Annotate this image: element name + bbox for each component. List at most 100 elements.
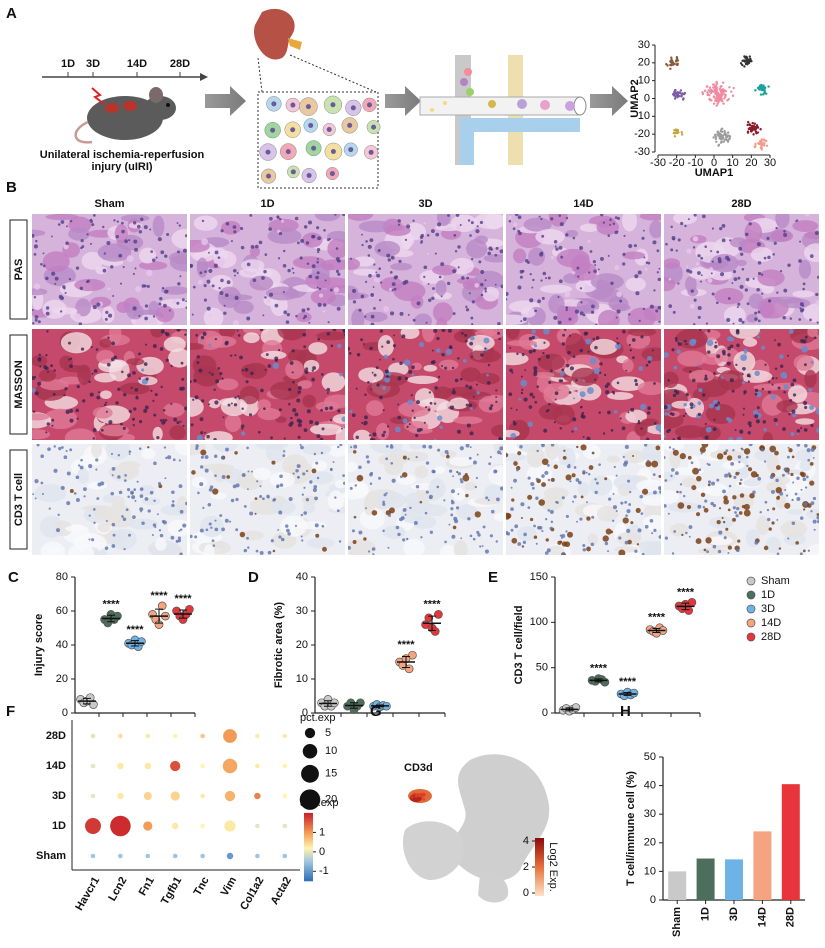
stain-spot — [158, 484, 163, 489]
nucleus — [158, 302, 162, 306]
nucleus — [690, 289, 694, 293]
nucleus — [198, 368, 203, 373]
umap-cell — [767, 85, 770, 88]
stain-spot — [602, 535, 609, 542]
y-tick-label: 0 — [650, 894, 656, 906]
error-bar — [131, 640, 139, 647]
nucleus — [647, 406, 652, 411]
nucleus — [610, 429, 614, 432]
x-tick-label: 1D — [700, 907, 712, 921]
nucleus — [288, 422, 293, 427]
tubule — [625, 277, 646, 292]
umap-cell — [723, 129, 726, 133]
stain-spot — [696, 363, 700, 367]
nucleus — [286, 528, 290, 533]
stain-spot — [638, 366, 644, 371]
nucleus — [184, 333, 187, 336]
expression-dot — [200, 823, 205, 829]
nucleus — [716, 354, 721, 359]
tubule — [275, 416, 287, 423]
nucleus — [728, 484, 732, 488]
umap-cell — [669, 67, 672, 71]
stain-spot — [802, 549, 806, 553]
nucleus — [633, 244, 637, 248]
nucleus — [286, 312, 291, 317]
histology-image — [506, 214, 661, 325]
nucleus — [381, 433, 385, 437]
tubule — [506, 329, 520, 340]
colorbar-step — [304, 816, 313, 820]
channel-end — [573, 96, 587, 116]
colorbar-step — [304, 834, 313, 838]
nucleus — [176, 222, 179, 224]
nucleus — [265, 149, 271, 155]
nucleus — [171, 490, 175, 495]
umap-cell — [715, 99, 719, 103]
stain-spot — [333, 287, 340, 293]
nucleus — [402, 538, 406, 542]
tubule — [271, 500, 296, 515]
nucleus — [326, 392, 329, 395]
nucleus — [278, 348, 281, 352]
nucleus — [264, 296, 267, 299]
nucleus — [349, 257, 353, 260]
tubule — [374, 240, 401, 258]
nucleus — [292, 271, 295, 274]
nucleus — [319, 437, 324, 440]
nucleus — [168, 309, 171, 312]
nucleus — [735, 506, 740, 511]
nucleus — [472, 395, 475, 398]
nucleus — [92, 437, 96, 440]
nucleus — [232, 484, 237, 489]
stain-spot — [744, 352, 747, 355]
nucleus — [279, 474, 283, 479]
tubule — [557, 445, 569, 466]
nucleus — [746, 464, 749, 468]
nucleus — [190, 380, 192, 383]
nucleus — [136, 480, 139, 483]
nucleus — [441, 352, 445, 357]
nucleus — [177, 539, 182, 543]
nucleus — [441, 365, 444, 368]
nucleus — [522, 540, 527, 544]
cell — [443, 101, 447, 105]
nucleus — [69, 409, 73, 413]
nucleus — [533, 524, 536, 528]
nucleus — [128, 239, 131, 242]
tubule — [365, 400, 384, 416]
nucleus — [487, 363, 491, 367]
nucleus — [373, 307, 376, 310]
nucleus — [93, 521, 96, 525]
nucleus — [369, 238, 374, 243]
nucleus — [744, 288, 748, 292]
nucleus — [673, 389, 678, 393]
nucleus — [705, 322, 709, 325]
nucleus — [390, 311, 395, 316]
bar — [781, 784, 800, 900]
nucleus — [176, 329, 181, 332]
nucleus — [671, 348, 675, 352]
y-tick-label: 0 — [302, 707, 308, 719]
umap-cell — [759, 84, 762, 87]
expression-dot — [145, 853, 151, 859]
nucleus — [528, 336, 533, 341]
nucleus — [383, 493, 387, 497]
nucleus — [665, 242, 668, 246]
nucleus — [211, 539, 215, 543]
tubule — [174, 444, 187, 456]
nucleus — [668, 304, 673, 308]
umap-cell — [753, 122, 757, 125]
umap-cell — [726, 131, 730, 134]
y-tick-label: 60 — [56, 605, 68, 617]
nucleus — [154, 393, 158, 397]
stain-spot — [353, 515, 357, 519]
nucleus — [132, 515, 136, 519]
stain-spot — [790, 431, 795, 437]
size-legend-dot — [304, 727, 316, 739]
tubule — [552, 404, 575, 426]
nucleus — [690, 406, 693, 409]
nucleus — [585, 471, 588, 474]
nucleus — [134, 499, 137, 502]
stain-spot — [783, 375, 788, 379]
nucleus — [282, 263, 287, 268]
